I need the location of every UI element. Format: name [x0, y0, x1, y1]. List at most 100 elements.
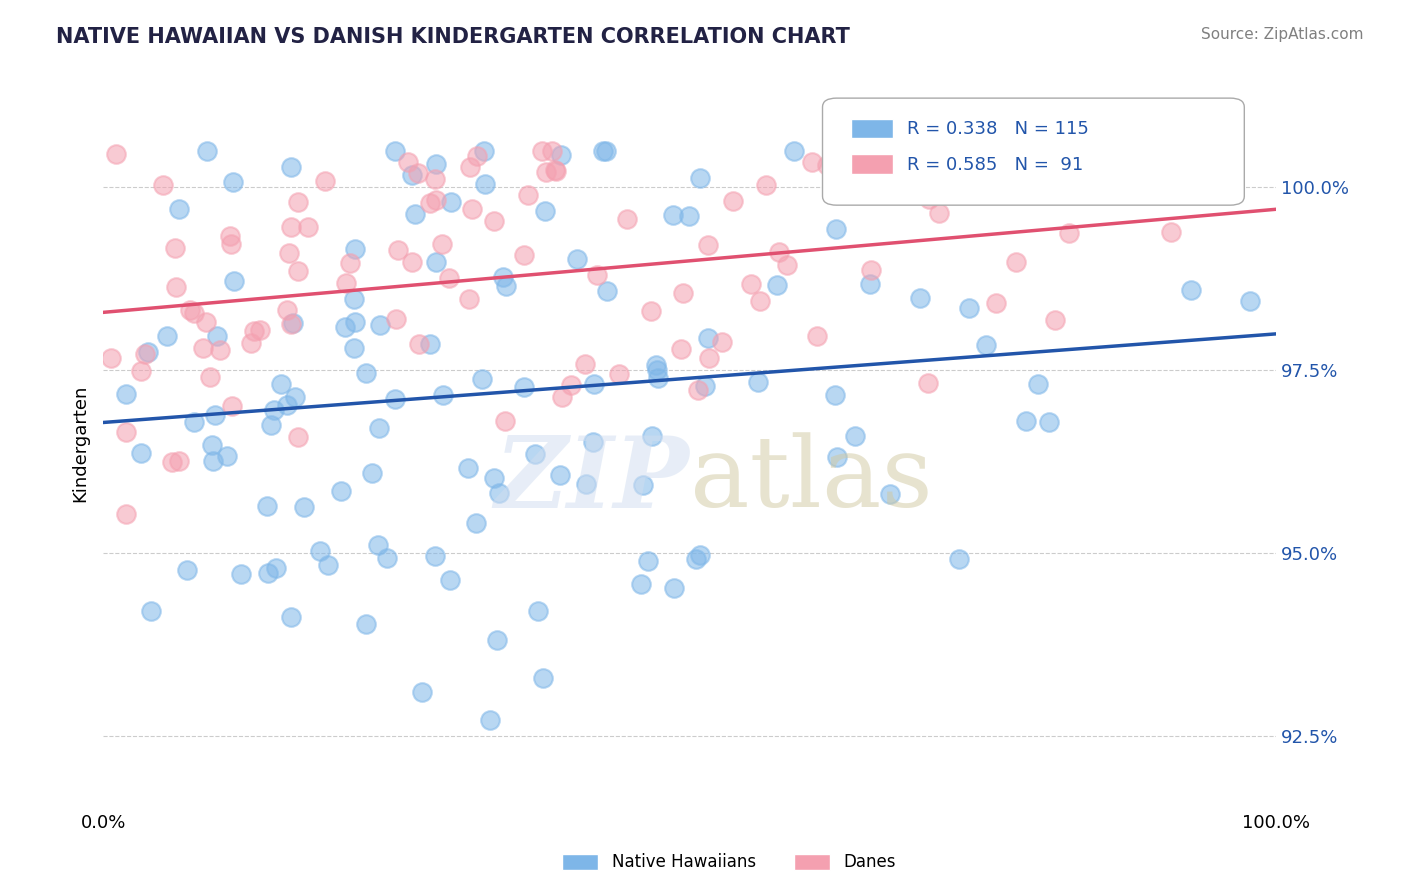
Point [825, 221, 848, 235]
Point [256, 499, 278, 513]
Point [165, 280, 187, 294]
Text: Native Hawaiians: Native Hawaiians [612, 853, 756, 871]
Point [565, 252, 588, 266]
Point [488, 485, 510, 500]
Point [240, 336, 263, 351]
Point [115, 425, 138, 440]
Point [524, 447, 547, 461]
Point [354, 366, 377, 380]
Point [278, 246, 301, 260]
Point [662, 208, 685, 222]
Point [276, 302, 298, 317]
Point [294, 500, 316, 514]
Point [1005, 254, 1028, 268]
Point [411, 685, 433, 699]
Point [344, 242, 367, 256]
Point [513, 248, 536, 262]
Point [401, 169, 423, 183]
Point [423, 172, 446, 186]
Point [844, 429, 866, 443]
Point [193, 341, 215, 355]
Point [152, 178, 174, 193]
Point [162, 455, 184, 469]
Point [516, 188, 538, 202]
Point [1015, 414, 1038, 428]
Point [437, 271, 460, 285]
Point [697, 238, 720, 252]
Point [368, 318, 391, 332]
Point [495, 279, 517, 293]
Point [460, 202, 482, 217]
Point [697, 351, 720, 365]
Point [396, 155, 419, 169]
Point [280, 609, 302, 624]
Point [647, 371, 669, 385]
Point [1160, 225, 1182, 239]
Text: atlas: atlas [689, 433, 932, 528]
Point [316, 558, 339, 572]
Point [425, 549, 447, 564]
Point [156, 328, 179, 343]
Point [544, 162, 567, 177]
Point [641, 428, 664, 442]
Point [308, 544, 330, 558]
Point [408, 166, 430, 180]
Point [645, 358, 668, 372]
Point [458, 160, 481, 174]
Point [678, 210, 700, 224]
Point [513, 380, 536, 394]
Point [527, 604, 550, 618]
Point [354, 617, 377, 632]
Point [631, 478, 654, 492]
Point [908, 292, 931, 306]
Point [574, 357, 596, 371]
Point [957, 301, 980, 315]
Point [696, 331, 718, 345]
Point [693, 379, 716, 393]
Point [824, 388, 846, 402]
Point [134, 347, 156, 361]
Y-axis label: Kindergarten: Kindergarten [72, 384, 89, 502]
Point [384, 392, 406, 406]
Point [747, 375, 769, 389]
Point [343, 315, 366, 329]
Point [201, 454, 224, 468]
Point [367, 538, 389, 552]
Point [432, 388, 454, 402]
Text: Source: ZipAtlas.com: Source: ZipAtlas.com [1201, 27, 1364, 42]
Point [686, 384, 709, 398]
Point [387, 243, 409, 257]
Point [775, 258, 797, 272]
Point [284, 390, 307, 404]
Text: NATIVE HAWAIIAN VS DANISH KINDERGARTEN CORRELATION CHART: NATIVE HAWAIIAN VS DANISH KINDERGARTEN C… [56, 27, 851, 46]
Point [205, 329, 228, 343]
Point [204, 408, 226, 422]
Point [801, 155, 824, 169]
Point [755, 178, 778, 192]
Point [827, 450, 849, 464]
Point [821, 144, 844, 158]
Point [314, 174, 336, 188]
Point [815, 158, 838, 172]
Point [482, 471, 505, 485]
Point [465, 516, 488, 530]
Point [533, 203, 555, 218]
Point [1135, 144, 1157, 158]
Point [859, 263, 882, 277]
Point [385, 311, 408, 326]
Point [582, 376, 605, 391]
Point [768, 244, 790, 259]
Point [457, 460, 479, 475]
Point [425, 255, 447, 269]
Point [201, 438, 224, 452]
Point [492, 269, 515, 284]
Point [217, 450, 239, 464]
Point [645, 363, 668, 377]
Point [335, 276, 357, 290]
Point [662, 581, 685, 595]
Point [596, 284, 619, 298]
Point [287, 430, 309, 444]
Point [986, 295, 1008, 310]
Point [550, 148, 572, 162]
Point [834, 162, 856, 177]
